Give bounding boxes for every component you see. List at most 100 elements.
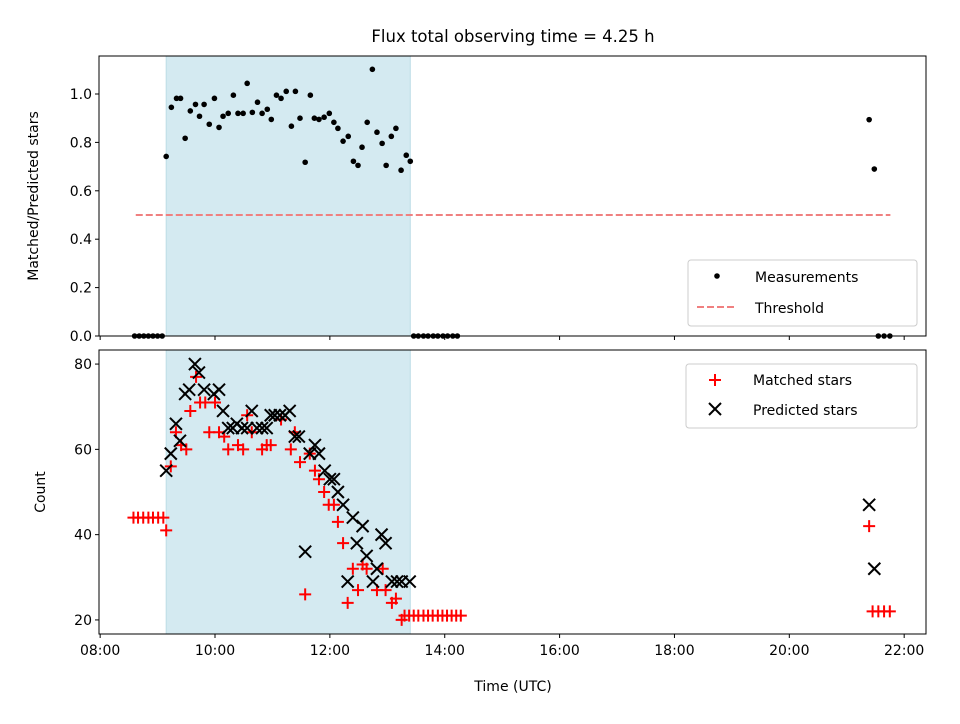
- measurement-point: [206, 121, 213, 128]
- predicted-stars-point: [350, 536, 364, 550]
- predicted-stars-point: [235, 421, 249, 435]
- matched-stars-point: [331, 515, 344, 528]
- y-tick-label: 0.6: [70, 184, 92, 200]
- measurement-point: [240, 110, 246, 117]
- predicted-stars-point: [282, 404, 297, 418]
- predicted-stars-point: [323, 472, 337, 486]
- measurement-point: [302, 159, 308, 166]
- legend-label-matched: Matched stars: [753, 373, 852, 389]
- measurement-point: [196, 113, 203, 120]
- legend-plus-marker: [709, 374, 721, 386]
- matched-stars-point: [379, 584, 392, 597]
- measurement-point: [388, 133, 395, 140]
- measurement-point: [359, 144, 365, 151]
- measurement-point: [192, 101, 199, 108]
- matched-stars-point: [863, 520, 876, 533]
- predicted-stars-point: [250, 421, 264, 435]
- legend-label-threshold: Threshold: [754, 301, 824, 317]
- measurement-point: [297, 115, 303, 121]
- measurement-point: [201, 101, 207, 108]
- measurement-point: [235, 110, 241, 117]
- predicted-stars-point: [331, 485, 345, 499]
- predicted-stars-point: [169, 417, 183, 431]
- measurement-point: [350, 158, 357, 165]
- measurement-point: [249, 109, 256, 116]
- measurement-point: [163, 153, 169, 160]
- measurement-point: [307, 92, 314, 99]
- measurement-point: [398, 167, 404, 174]
- y-tick-label: 1.0: [70, 87, 92, 103]
- measurement-point: [177, 95, 184, 102]
- x-tick-label: 08:00: [80, 643, 120, 659]
- predicted-stars-point: [340, 574, 355, 589]
- matched-stars-point: [209, 396, 222, 409]
- measurement-point: [311, 115, 318, 121]
- predicted-stars-point: [197, 382, 211, 397]
- matched-stars-point: [346, 562, 359, 575]
- predicted-stars-point: [288, 429, 302, 444]
- predicted-stars-point: [385, 574, 399, 589]
- y-tick-label: 0.0: [70, 329, 92, 345]
- matched-stars-point: [883, 605, 896, 618]
- measurement-point: [187, 108, 194, 114]
- y-tick-label: 40: [74, 528, 92, 544]
- predicted-stars-point: [164, 446, 178, 461]
- predicted-stars-point: [273, 408, 287, 422]
- top-legend: Measurements Threshold: [687, 259, 918, 327]
- matched-stars-point: [180, 443, 193, 456]
- x-tick-label: 16:00: [539, 643, 579, 659]
- matched-stars-point: [299, 588, 312, 601]
- matched-stars-point: [376, 562, 389, 575]
- measurement-point: [216, 124, 222, 131]
- y-tick-label: 0.4: [70, 232, 92, 248]
- matched-stars-point: [454, 609, 467, 622]
- predicted-stars-point: [336, 498, 350, 512]
- predicted-stars-point: [862, 498, 876, 512]
- measurement-point: [259, 110, 265, 117]
- matched-stars-point: [222, 443, 235, 456]
- measurement-point: [264, 106, 271, 113]
- measurement-point: [379, 140, 385, 147]
- predicted-stars-point: [312, 446, 326, 461]
- predicted-stars-point: [359, 549, 374, 563]
- matched-stars-point: [264, 439, 277, 452]
- predicted-stars-point: [255, 421, 269, 435]
- x-tick-label: 12:00: [310, 643, 350, 659]
- legend-x-marker: [708, 402, 722, 416]
- predicted-stars-point: [378, 536, 393, 550]
- matched-stars-point: [308, 464, 321, 477]
- observing-span: [165, 55, 411, 337]
- predicted-stars-point: [240, 421, 254, 435]
- legend-frame: [685, 363, 918, 429]
- predicted-stars-point: [212, 382, 226, 397]
- y-tick-label: 0.8: [70, 135, 92, 151]
- x-axis-label: Time (UTC): [473, 679, 551, 695]
- measurement-point: [283, 88, 290, 95]
- predicted-stars-point: [245, 404, 259, 418]
- matched-stars-point: [237, 443, 250, 456]
- measurement-point: [393, 125, 399, 132]
- measurement-point: [355, 162, 361, 169]
- matched-stars-point: [284, 443, 297, 456]
- measurement-point: [871, 166, 878, 172]
- measurement-point: [173, 95, 180, 102]
- predicted-stars-point: [216, 404, 230, 418]
- predicted-stars-point: [867, 562, 882, 576]
- measurement-point: [230, 92, 237, 99]
- predicted-stars-point: [355, 519, 370, 533]
- matched-stars-point: [318, 486, 331, 498]
- measurement-point: [225, 110, 232, 117]
- predicted-stars-point: [370, 562, 384, 576]
- measurement-point: [220, 113, 226, 120]
- matched-stars-point: [157, 511, 170, 524]
- predicted-stars-point: [327, 472, 341, 486]
- matched-stars-point: [360, 562, 373, 575]
- predicted-stars-point: [298, 544, 312, 559]
- y-tick-label: 20: [74, 613, 92, 629]
- observing-span: [165, 349, 411, 635]
- predicted-stars-point: [159, 463, 173, 478]
- measurement-point: [321, 114, 327, 121]
- matched-stars-point: [160, 524, 173, 537]
- measurement-point: [403, 152, 410, 159]
